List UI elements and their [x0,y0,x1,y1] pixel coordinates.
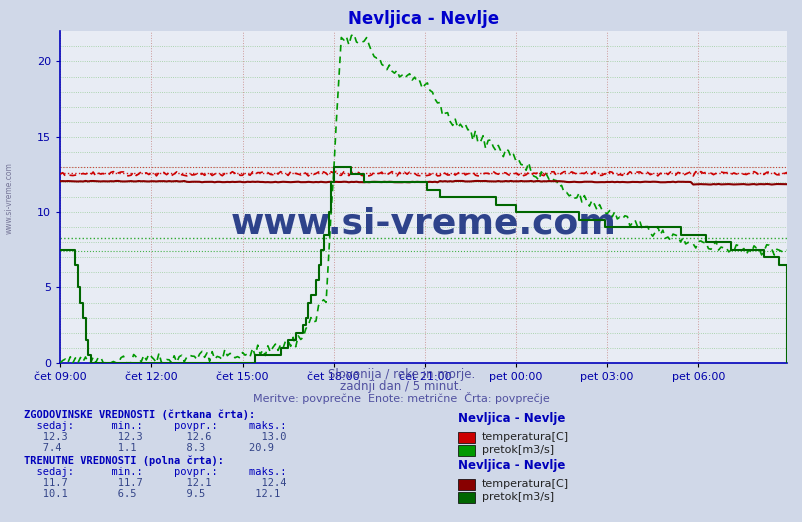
Text: temperatura[C]: temperatura[C] [481,432,568,442]
Text: sedaj:      min.:     povpr.:     maks.:: sedaj: min.: povpr.: maks.: [24,421,286,431]
Text: Nevljica - Nevlje: Nevljica - Nevlje [457,459,565,472]
Text: temperatura[C]: temperatura[C] [481,479,568,489]
Title: Nevljica - Nevlje: Nevljica - Nevlje [347,10,499,28]
Text: 10.1        6.5        9.5        12.1: 10.1 6.5 9.5 12.1 [24,489,280,499]
Text: www.si-vreme.com: www.si-vreme.com [230,207,616,241]
Text: pretok[m3/s]: pretok[m3/s] [481,445,553,455]
Text: pretok[m3/s]: pretok[m3/s] [481,492,553,502]
Text: Nevljica - Nevlje: Nevljica - Nevlje [457,412,565,425]
Text: 7.4         1.1        8.3       20.9: 7.4 1.1 8.3 20.9 [24,443,273,453]
Text: zadnji dan / 5 minut.: zadnji dan / 5 minut. [340,381,462,394]
Text: ZGODOVINSKE VREDNOSTI (črtkana črta):: ZGODOVINSKE VREDNOSTI (črtkana črta): [24,409,255,420]
Text: TRENUTNE VREDNOSTI (polna črta):: TRENUTNE VREDNOSTI (polna črta): [24,455,224,466]
Text: 11.7        11.7       12.1        12.4: 11.7 11.7 12.1 12.4 [24,478,286,488]
Text: sedaj:      min.:     povpr.:     maks.:: sedaj: min.: povpr.: maks.: [24,467,286,477]
Text: www.si-vreme.com: www.si-vreme.com [5,162,14,234]
Text: 12.3        12.3       12.6        13.0: 12.3 12.3 12.6 13.0 [24,432,286,442]
Text: Slovenija / reke in morje.: Slovenija / reke in morje. [327,369,475,382]
Text: Meritve: povprečne  Enote: metrične  Črta: povprečje: Meritve: povprečne Enote: metrične Črta:… [253,393,549,405]
